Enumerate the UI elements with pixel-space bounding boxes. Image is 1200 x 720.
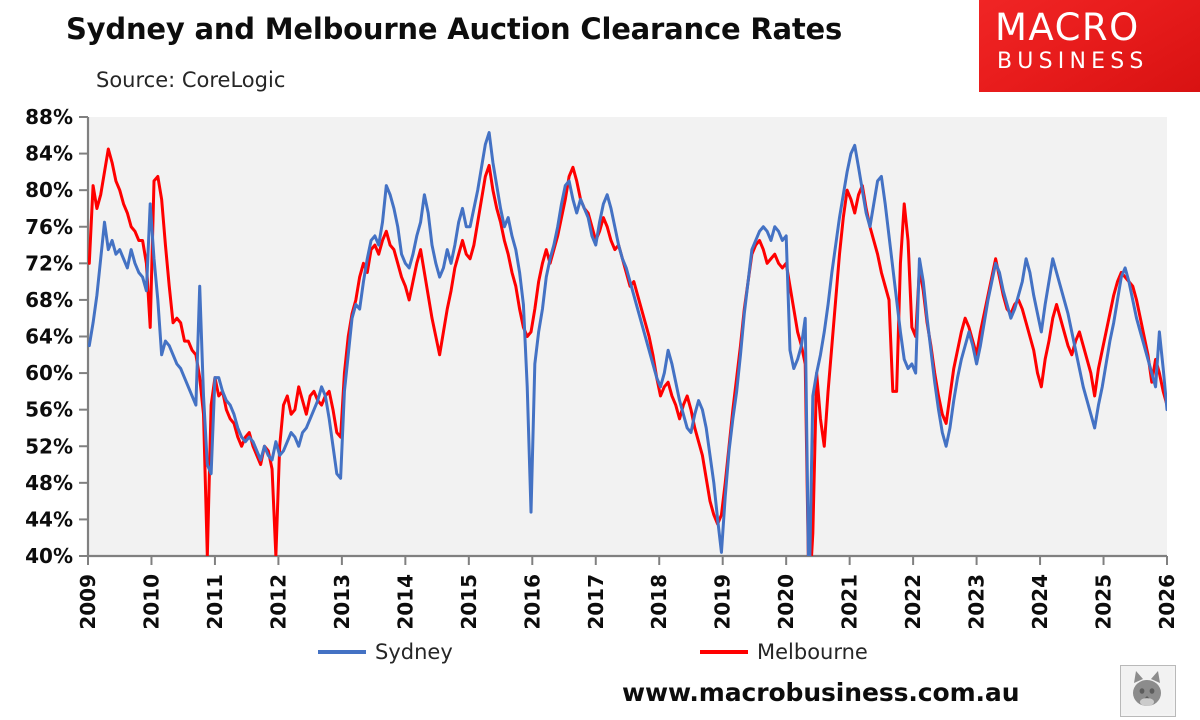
x-tick-label: 2026 <box>1155 574 1179 630</box>
chart-legend: Sydney Melbourne <box>0 640 1200 674</box>
legend-swatch-melbourne <box>700 650 748 654</box>
legend-label-melbourne: Melbourne <box>757 640 868 664</box>
x-tick-label: 2019 <box>711 574 735 630</box>
y-tick-label: 72% <box>25 251 73 275</box>
y-tick-label: 88% <box>25 105 73 129</box>
x-tick-label: 2011 <box>203 574 227 630</box>
x-tick-label: 2014 <box>393 574 417 630</box>
legend-item-sydney[interactable]: Sydney <box>318 640 453 664</box>
x-tick-label: 2009 <box>76 574 100 630</box>
y-tick-label: 40% <box>25 544 73 568</box>
x-tick-label: 2015 <box>457 574 481 630</box>
series-line-sydney <box>88 131 1167 556</box>
x-tick-label: 2012 <box>266 574 290 630</box>
legend-item-melbourne[interactable]: Melbourne <box>700 640 868 664</box>
plot-background <box>88 117 1167 556</box>
y-tick-label: 48% <box>25 471 73 495</box>
x-tick-label: 2025 <box>1092 574 1116 630</box>
y-axis-ticks: 40% 44% 48% 52% 56% 60% 64% 68% 72% 76% 80% 84% 88% <box>25 105 88 568</box>
y-tick-label: 80% <box>25 178 73 202</box>
x-tick-label: 2023 <box>965 574 989 630</box>
footer-website-url[interactable]: www.macrobusiness.com.au <box>622 678 1020 707</box>
y-tick-label: 84% <box>25 142 73 166</box>
x-axis-ticks: 2009 2010 2011 2012 2013 2014 2015 2016 2017 2018… <box>76 556 1179 630</box>
chart-plot: 40%44%48%52%56%60%64%68%72%76%80%84%88% … <box>25 105 1179 630</box>
y-tick-label: 56% <box>25 398 73 422</box>
x-tick-label: 2020 <box>774 574 798 630</box>
x-tick-label: 2024 <box>1028 574 1052 630</box>
y-tick-label: 76% <box>25 215 73 239</box>
y-tick-label: 52% <box>25 434 73 458</box>
lynx-thumbnail-icon <box>1120 665 1176 717</box>
x-tick-label: 2013 <box>330 574 354 630</box>
y-tick-label: 64% <box>25 325 73 349</box>
x-tick-label: 2021 <box>838 574 862 630</box>
x-tick-label: 2018 <box>647 574 671 630</box>
macrobusiness-logo: MACRO BUSINESS <box>979 0 1200 92</box>
x-tick-label: 2016 <box>520 574 544 630</box>
legend-swatch-sydney <box>318 650 366 654</box>
logo-business-text: BUSINESS <box>997 49 1149 74</box>
x-tick-label: 2017 <box>584 574 608 630</box>
y-tick-label: 60% <box>25 361 73 385</box>
x-tick-label: 2010 <box>139 574 163 630</box>
page-title: Sydney and Melbourne Auction Clearance R… <box>66 12 843 46</box>
y-tick-label: 44% <box>25 507 73 531</box>
chart-source-label: Source: CoreLogic <box>96 68 286 92</box>
y-tick-label: 68% <box>25 288 73 312</box>
x-tick-label: 2022 <box>901 574 925 630</box>
legend-label-sydney: Sydney <box>375 640 453 664</box>
logo-macro-text: MACRO <box>995 6 1140 49</box>
